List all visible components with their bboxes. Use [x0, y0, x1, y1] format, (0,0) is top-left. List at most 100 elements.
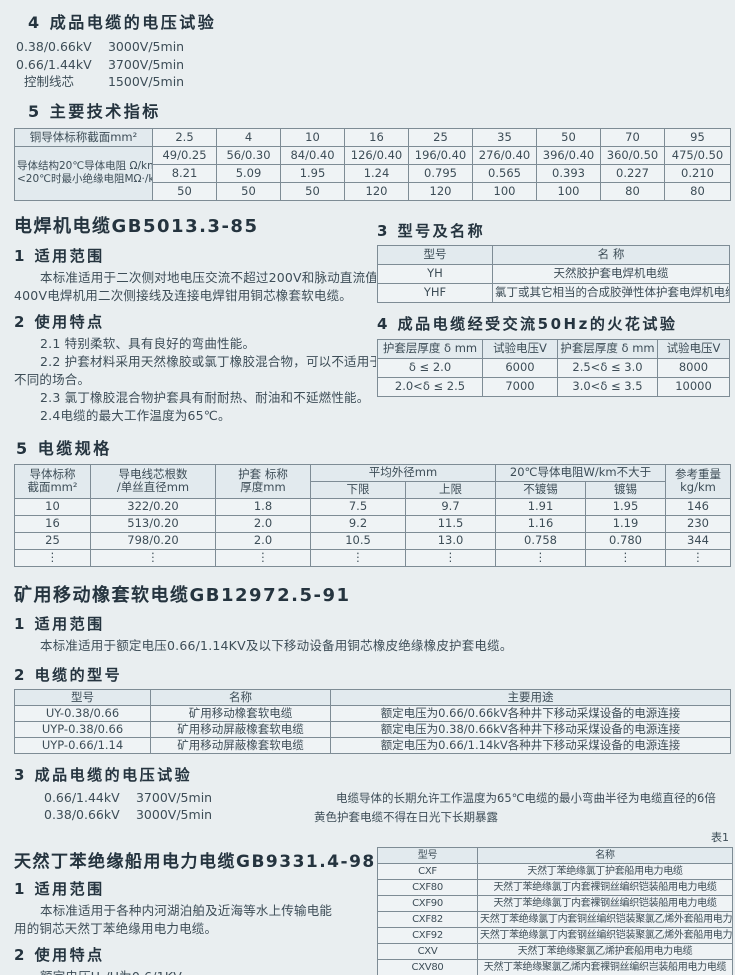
- table-cell: 0.227: [600, 163, 665, 183]
- voltage-value: 3700V/5min: [107, 56, 185, 72]
- column-header: 导体标称 截面mm²: [14, 463, 91, 499]
- table-cell: ⋮: [495, 548, 586, 567]
- table-row: 2.0<δ ≤ 2.5 7000 3.0<δ ≤ 3.5 10000: [377, 376, 730, 397]
- marine-models-table: 型号 名称 CXF 天然丁苯绝缘氯丁护套船用电力电缆 CXF80 天然丁苯绝缘氯丁内套…: [377, 846, 733, 975]
- voltage-grade: 控制线芯: [24, 74, 75, 89]
- section-welding-cable: 电焊机电缆GB5013.3-85 1 适用范围 本标准适用于二次侧对地电压交流不…: [14, 212, 735, 425]
- table-cell: 25: [408, 127, 473, 147]
- table-cell: 120: [344, 181, 409, 201]
- table-cell: 矿用移动屏蔽橡套软电缆: [150, 736, 331, 754]
- table-cell: CXV: [377, 942, 478, 960]
- table-cell: 2.5<δ ≤ 3.0: [557, 357, 658, 378]
- table-cell: ⋮: [405, 548, 496, 567]
- voltage-value: 3700V/5min: [135, 789, 213, 805]
- table-row: 型号 名称 主要用途: [14, 688, 731, 706]
- column-header: 名称: [150, 688, 331, 706]
- table-cell: δ ≤ 2.0: [377, 357, 483, 378]
- section-tech-indicators: 5 主要技术指标 铜导体标称截面mm² 2.5 4 10 16 25 35 50…: [0, 98, 735, 201]
- table-cell: 额定电压为0.66/1.14kV各种井下移动采煤设备的电源连接: [330, 736, 731, 754]
- table-cell: 344: [665, 531, 731, 550]
- column-header: 不镀锡: [495, 480, 586, 499]
- paragraph-line: 2.4电缆的最大工作温度为65℃。: [40, 407, 231, 423]
- table-cell: 3.0<δ ≤ 3.5: [557, 376, 658, 397]
- voltage-value: 1500V/5min: [107, 74, 185, 89]
- table-cell: 513/0.20: [90, 514, 216, 533]
- tech-table: 铜导体标称截面mm² 2.5 4 10 16 25 35 50 70 95 导体…: [14, 127, 731, 201]
- paragraph-line: 400V电焊机用二次侧接线及连接电焊钳用铜芯橡套软电缆。: [14, 287, 353, 303]
- table-cell: 天然丁苯绝缘聚氯乙烯护套船用电力电缆: [477, 942, 733, 960]
- table-cell: 8.21: [152, 163, 217, 183]
- table-cell: 120: [408, 181, 473, 201]
- table-cell: YH: [377, 263, 493, 284]
- table-cell: UY-0.38/0.66: [14, 704, 151, 722]
- section-heading: 1 适用范围: [14, 879, 105, 898]
- section-cable-spec: 5 电缆规格 导体标称 截面mm² 导电线芯根数 /单丝直径mm: [0, 435, 735, 567]
- column-header: 名 称: [492, 244, 730, 265]
- paragraph-line: 用的铜芯天然丁苯绝缘用电力电缆。: [14, 920, 218, 936]
- column-header: 试验电压V: [482, 338, 558, 359]
- welding-models-table: 型号 名 称 YH 天然胶护套电焊机电缆 YHF 氯丁或其它相当的合成胶弹性体护套电焊…: [377, 244, 730, 303]
- header-line: 参考重量: [675, 467, 721, 481]
- table-row: CXV 天然丁苯绝缘聚氯乙烯护套船用电力电缆: [377, 942, 733, 960]
- table-cell: 8000: [657, 357, 730, 378]
- table-cell: 230: [665, 514, 731, 533]
- table-cell: ⋮: [310, 548, 406, 567]
- table-cell: 天然丁苯绝缘聚氯乙烯内套裸铜丝编织岂装船用电力电缆: [477, 958, 733, 975]
- column-header: 上限: [405, 480, 496, 499]
- header-line: 厚度mm: [240, 480, 286, 494]
- table-cell: 7.5: [310, 497, 406, 516]
- table-row: 16 513/0.20 2.0 9.2 11.5 1.16 1.19 230: [14, 514, 731, 533]
- paragraph-line: 不同的场合。: [14, 371, 91, 387]
- table-row: 导体结构20℃导体电阻 Ω/km <20℃时最小绝缘电阻MΩ·/km 49/0.…: [14, 145, 731, 201]
- header-line: 截面mm²: [27, 480, 78, 494]
- table-cell: 天然丁苯绝缘氯丁护套船用电力电缆: [477, 862, 733, 880]
- table-cell: 50: [536, 127, 601, 147]
- table-row: YHF 氯丁或其它相当的合成胶弹性体护套电焊机电缆: [377, 282, 730, 303]
- section-heading: 1 适用范围: [14, 246, 105, 265]
- table-cell: 10: [280, 127, 345, 147]
- section-heading: 2 使用特点: [14, 312, 105, 331]
- table-cell: ⋮: [14, 548, 91, 567]
- table-row: ⋮ ⋮ ⋮ ⋮ ⋮ ⋮ ⋮ ⋮: [14, 548, 731, 567]
- table-cell: 35: [472, 127, 537, 147]
- table-cell: 天然丁苯绝缘氯丁内套铜丝编织铠装聚氯乙烯外套船用电力电缆: [477, 910, 733, 928]
- column-header: 试验电压V: [657, 338, 730, 359]
- column-header: 护套层厚度 δ mm: [377, 338, 483, 359]
- column-header: 平均外径mm: [310, 463, 496, 482]
- note-line: 电缆导体的长期允许工作温度为65℃电缆的最小弯曲半径为电缆直径的6倍: [336, 790, 716, 805]
- table-cell: 276/0.40: [472, 145, 537, 165]
- column-header: 导电线芯根数 /单丝直径mm: [90, 463, 216, 499]
- paragraph-line: 2.3 氯丁橡胶混合物护套具有耐耐热、耐油和不延燃性能。: [40, 389, 370, 405]
- column-header: 主要用途: [330, 688, 731, 706]
- table-cell: 10.5: [310, 531, 406, 550]
- table-cell: ⋮: [665, 548, 731, 567]
- note-line: 黄色护套电缆不得在日光下长期暴露: [314, 809, 498, 824]
- table-cell: 2.0<δ ≤ 2.5: [377, 376, 483, 397]
- table-cell: 798/0.20: [90, 531, 216, 550]
- table-cell: 矿用移动屏蔽橡套软电缆: [150, 720, 331, 738]
- table-row: CXF92 天然丁苯绝缘氯丁内套钢丝编织铠装聚氯乙烯外套船用电力电缆: [377, 926, 733, 944]
- table-cell: 13.0: [405, 531, 496, 550]
- table-row: 导体标称 截面mm² 导电线芯根数 /单丝直径mm 护套 标称 厚度mm 平均外…: [14, 463, 731, 499]
- table-cell: 50: [152, 181, 217, 201]
- standard-title: 电焊机电缆GB5013.3-85: [14, 215, 259, 237]
- table-cell: 25: [14, 531, 91, 550]
- row-header-line: <20℃时最小绝缘电阻MΩ·/km: [17, 173, 153, 185]
- table-cell: 80: [600, 181, 665, 201]
- section-heading: 3 型号及名称: [377, 221, 486, 240]
- paragraph-line: 2.2 护套材料采用天然橡胶或氯丁橡胶混合物，可以不适用于: [40, 353, 376, 369]
- table-row: YH 天然胶护套电焊机电缆: [377, 263, 730, 284]
- header-line: kg/km: [680, 480, 716, 494]
- table-cell: YHF: [377, 282, 493, 303]
- table-cell: CXF80: [377, 878, 478, 896]
- section-heading: 3 成品电缆的电压试验: [14, 765, 193, 784]
- table-cell: 84/0.40: [280, 145, 345, 165]
- standard-title: 矿用移动橡套软电缆GB12972.5-91: [14, 584, 351, 606]
- voltage-row: 0.38/0.66kV 3000V/5min: [44, 806, 314, 824]
- table-cell: ⋮: [215, 548, 311, 567]
- table-cell: 1.24: [344, 163, 409, 183]
- table-cell: 50: [216, 181, 281, 201]
- table-cell: 0.210: [664, 163, 731, 183]
- table-row: CXF90 天然丁苯绝缘氯丁内套裸钢丝编织铠装船用电力电缆: [377, 894, 733, 912]
- table-cell: 80: [664, 181, 731, 201]
